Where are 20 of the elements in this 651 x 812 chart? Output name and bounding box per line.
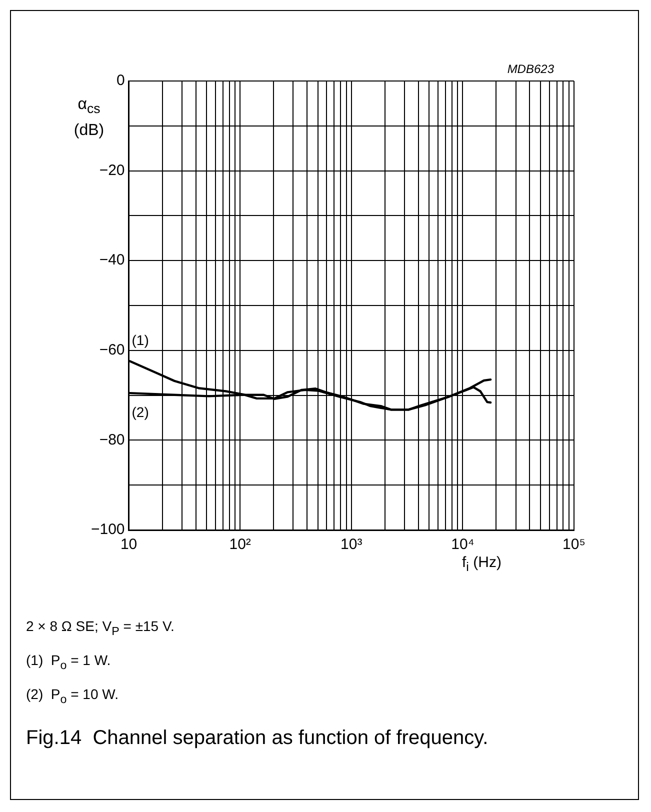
x-tick-label: 10³: [340, 536, 362, 554]
text: (1) P$_{o}$ = 1 W.: [26, 650, 112, 674]
y-tick-label: −100: [90, 521, 125, 538]
x-tick-label: 10⁴: [451, 536, 474, 554]
x-tick-label: 10⁵: [562, 536, 586, 554]
y-axis-title: α$_{cs}$ (dB): [72, 95, 106, 142]
x-tick-label: 10: [120, 536, 138, 554]
text: Fig.14 Channel separation as function of frequency.: [26, 726, 490, 751]
x-tick-label: 10²: [229, 536, 251, 554]
y-tick-label: −20: [99, 162, 125, 179]
series-label: (1): [132, 332, 149, 348]
x-axis-title: f$_{i}$ (Hz): [462, 554, 502, 574]
y-tick-label: 0: [116, 72, 125, 90]
y-tick-label: −60: [99, 342, 125, 359]
series-label: (2): [132, 404, 149, 420]
text: 2 × 8 Ω SE; V$_{P}$ = ±15 V.: [26, 617, 174, 640]
text: (2) P$_{o}$ = 10 W.: [26, 684, 120, 708]
y-tick-label: −80: [99, 431, 125, 448]
y-tick-label: −40: [99, 252, 125, 269]
text: MDB623: [507, 62, 554, 76]
